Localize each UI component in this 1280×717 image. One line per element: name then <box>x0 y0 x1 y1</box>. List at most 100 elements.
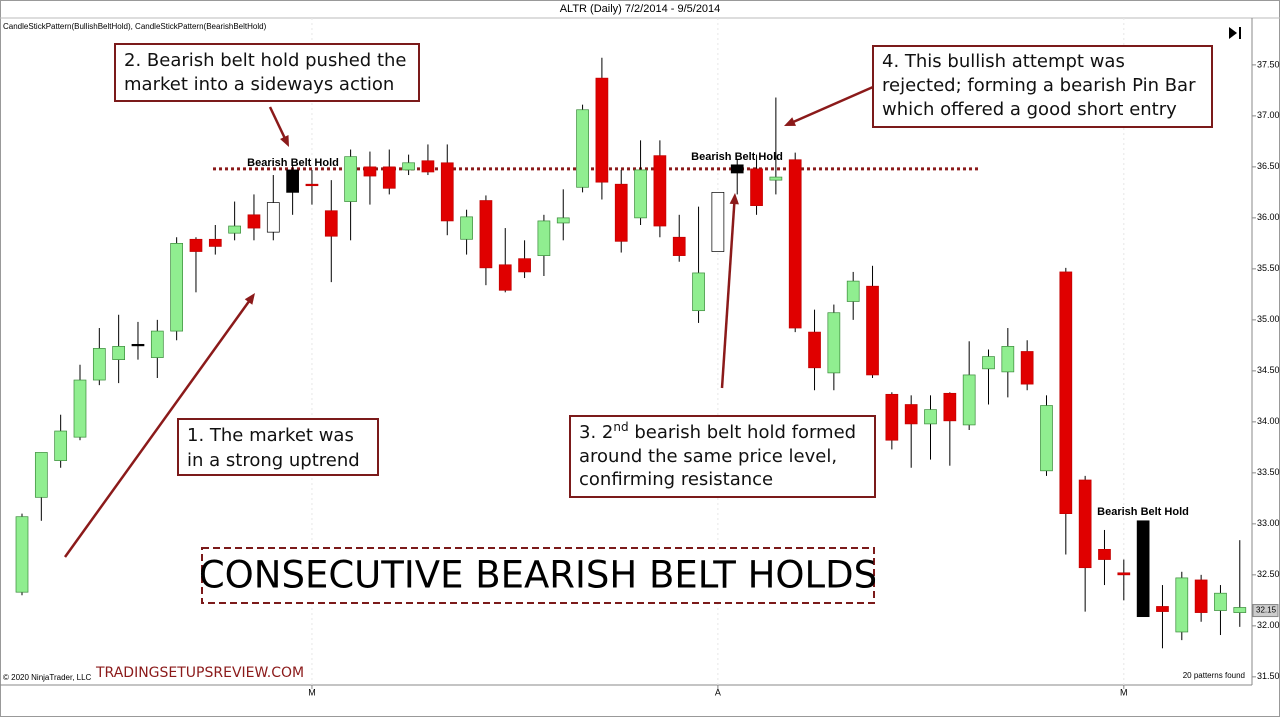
annotation-text: 3. 2nd bearish belt hold formed <box>579 420 856 444</box>
candle-body <box>1059 271 1073 515</box>
y-tick-label: 33.00 <box>1257 518 1280 528</box>
candle-body <box>595 77 609 183</box>
candle-body <box>54 430 68 461</box>
last-price-label: 32.15 <box>1256 606 1277 615</box>
candle-body <box>711 192 725 252</box>
candle-body <box>382 166 396 189</box>
arrow-shaft <box>720 198 736 389</box>
banner: CONSECUTIVE BEARISH BELT HOLDS <box>199 554 877 597</box>
banner-box <box>201 547 875 604</box>
candle-body <box>208 238 222 247</box>
arrow-shaft <box>63 297 253 558</box>
candle-body <box>150 330 164 358</box>
candle-body <box>305 183 319 187</box>
annotation-box <box>177 418 379 476</box>
candle-body <box>1136 520 1150 618</box>
candle-body <box>1117 572 1131 576</box>
annotation-text: which offered a good short entry <box>882 99 1177 120</box>
candle-body <box>808 331 821 369</box>
candle-body <box>672 236 686 256</box>
candle-body <box>15 516 29 593</box>
annotation-part: 3. 2 <box>579 422 613 443</box>
y-tick-label: 36.00 <box>1257 212 1280 222</box>
candle-body <box>324 210 338 237</box>
candle-body <box>363 166 377 177</box>
annotation-part: nd <box>613 420 628 434</box>
annotation-box <box>872 45 1213 128</box>
candle-body <box>266 202 280 233</box>
x-tick-label: M <box>308 687 316 697</box>
x-tick-label: M <box>1120 687 1128 697</box>
y-tick-label: 35.00 <box>1257 314 1280 324</box>
arrow-head <box>280 135 289 147</box>
candle-body <box>924 409 937 425</box>
candle-body <box>866 285 879 376</box>
annotation-text: 2. Bearish belt hold pushed the <box>124 50 407 71</box>
annotation-box <box>569 415 876 498</box>
candle-body <box>1194 579 1208 613</box>
y-tick-label: 34.00 <box>1257 416 1280 426</box>
pattern-label: Bearish Belt Hold <box>1097 506 1189 518</box>
candle-body <box>1040 405 1053 472</box>
candle-body <box>247 214 261 229</box>
candle-body <box>634 169 647 219</box>
pattern-label: Bearish Belt Hold <box>691 151 783 163</box>
watermark: TRADINGSETUPSREVIEW.COM <box>95 665 304 681</box>
candle-body <box>479 200 493 269</box>
candle-body <box>170 243 183 332</box>
candle-body <box>653 155 667 227</box>
y-tick-label: 35.50 <box>1257 263 1280 273</box>
candle-body <box>1214 592 1227 611</box>
candle-body <box>92 348 106 381</box>
arrow-head <box>244 293 255 305</box>
arrow-head <box>784 117 796 126</box>
candle-body <box>34 452 48 498</box>
x-tick-label: A <box>715 687 721 697</box>
y-tick-label: 32.50 <box>1257 569 1280 579</box>
candle-body <box>1098 548 1111 560</box>
candle-body <box>189 238 203 252</box>
candle-body <box>460 216 473 240</box>
candle-body <box>827 312 841 374</box>
y-tick-label: 31.50 <box>1257 671 1280 681</box>
candle-body <box>228 225 241 234</box>
candle-body <box>131 343 145 347</box>
candle-body <box>576 109 589 188</box>
y-tick-label: 37.00 <box>1257 110 1280 120</box>
candle-body <box>1020 351 1034 385</box>
annotation-box <box>114 43 420 102</box>
annotation-text: in a strong uptrend <box>187 450 360 471</box>
candle-body <box>962 374 976 426</box>
candle-body <box>112 346 126 360</box>
candle-body <box>440 162 454 222</box>
candle-body <box>730 164 744 174</box>
candle-body <box>943 392 957 422</box>
y-tick-label: 32.00 <box>1257 620 1280 630</box>
candle-body <box>769 176 783 181</box>
candle-body <box>518 258 531 273</box>
indicator-label: CandleStickPattern(BullishBeltHold), Can… <box>3 22 267 31</box>
arrow-head <box>729 193 739 205</box>
candle-body <box>982 356 995 370</box>
annotation-text: confirming resistance <box>579 469 773 490</box>
candle-body <box>498 264 512 291</box>
chart-title: ALTR (Daily) 7/2/2014 - 9/5/2014 <box>560 3 721 15</box>
patterns-found: 20 patterns found <box>1183 671 1245 680</box>
arrow-shaft <box>268 106 288 143</box>
candle-body <box>692 272 705 312</box>
candle-body <box>904 404 918 425</box>
candle-body <box>421 160 435 173</box>
annotation-part: bearish belt hold formed <box>629 422 856 443</box>
end-button[interactable] <box>1229 27 1241 39</box>
candle-body <box>537 220 551 256</box>
candle-body <box>1156 606 1169 612</box>
candle-body <box>1233 607 1247 613</box>
candle-body <box>750 168 763 206</box>
candle-body <box>1175 577 1189 633</box>
candle-body <box>885 393 899 441</box>
last-price-box <box>1252 604 1279 618</box>
candle-body <box>1078 479 1092 569</box>
copyright: © 2020 NinjaTrader, LLC <box>3 673 92 682</box>
y-tick-label: 36.50 <box>1257 161 1280 171</box>
